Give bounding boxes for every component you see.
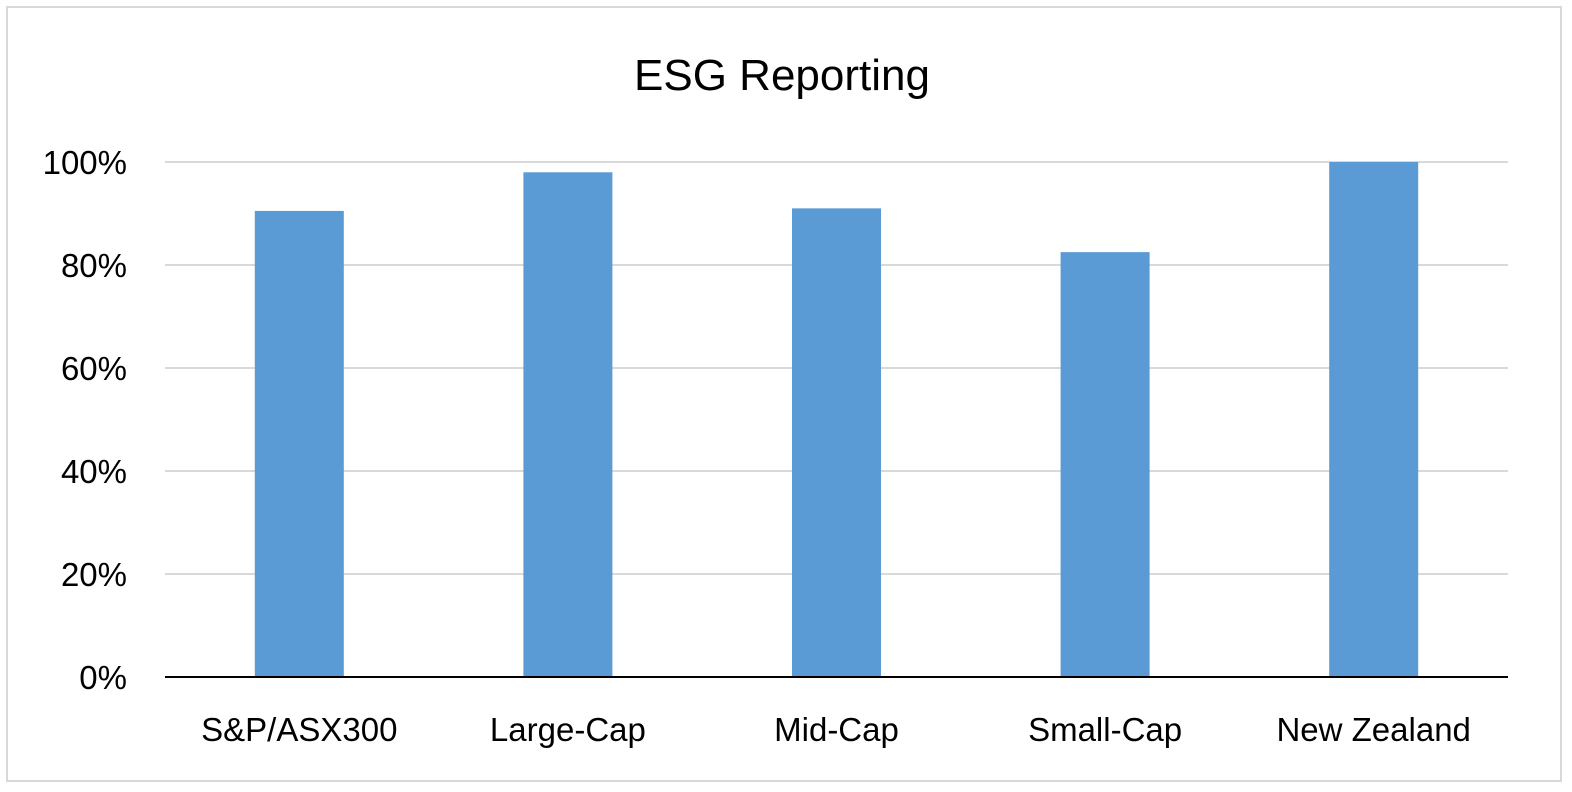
bar-new-zealand — [1329, 162, 1419, 677]
bars — [254, 162, 1419, 678]
bar-s-p-asx300 — [254, 210, 344, 678]
y-tick-labels: 0% 20% 40% 60% 80% 100% — [43, 144, 127, 696]
x-tick-label: Small-Cap — [1028, 711, 1182, 748]
y-tick-label: 20% — [61, 556, 127, 593]
y-tick-label: 60% — [61, 350, 127, 387]
bar-large-cap — [523, 172, 613, 678]
bar-mid-cap — [792, 208, 881, 677]
x-tick-labels: S&P/ASX300 Large-Cap Mid-Cap Small-Cap New Z… — [201, 711, 1471, 748]
x-tick-label: Large-Cap — [490, 711, 646, 748]
y-tick-label: 40% — [61, 453, 127, 490]
x-tick-label: New Zealand — [1276, 711, 1470, 748]
y-tick-label: 80% — [61, 247, 127, 284]
x-tick-label: S&P/ASX300 — [201, 711, 397, 748]
chart-title: ESG Reporting — [634, 51, 930, 100]
y-tick-label: 100% — [43, 144, 127, 181]
y-tick-label: 0% — [79, 659, 127, 696]
x-tick-label: Mid-Cap — [774, 711, 899, 748]
bar-small-cap — [1060, 252, 1150, 677]
